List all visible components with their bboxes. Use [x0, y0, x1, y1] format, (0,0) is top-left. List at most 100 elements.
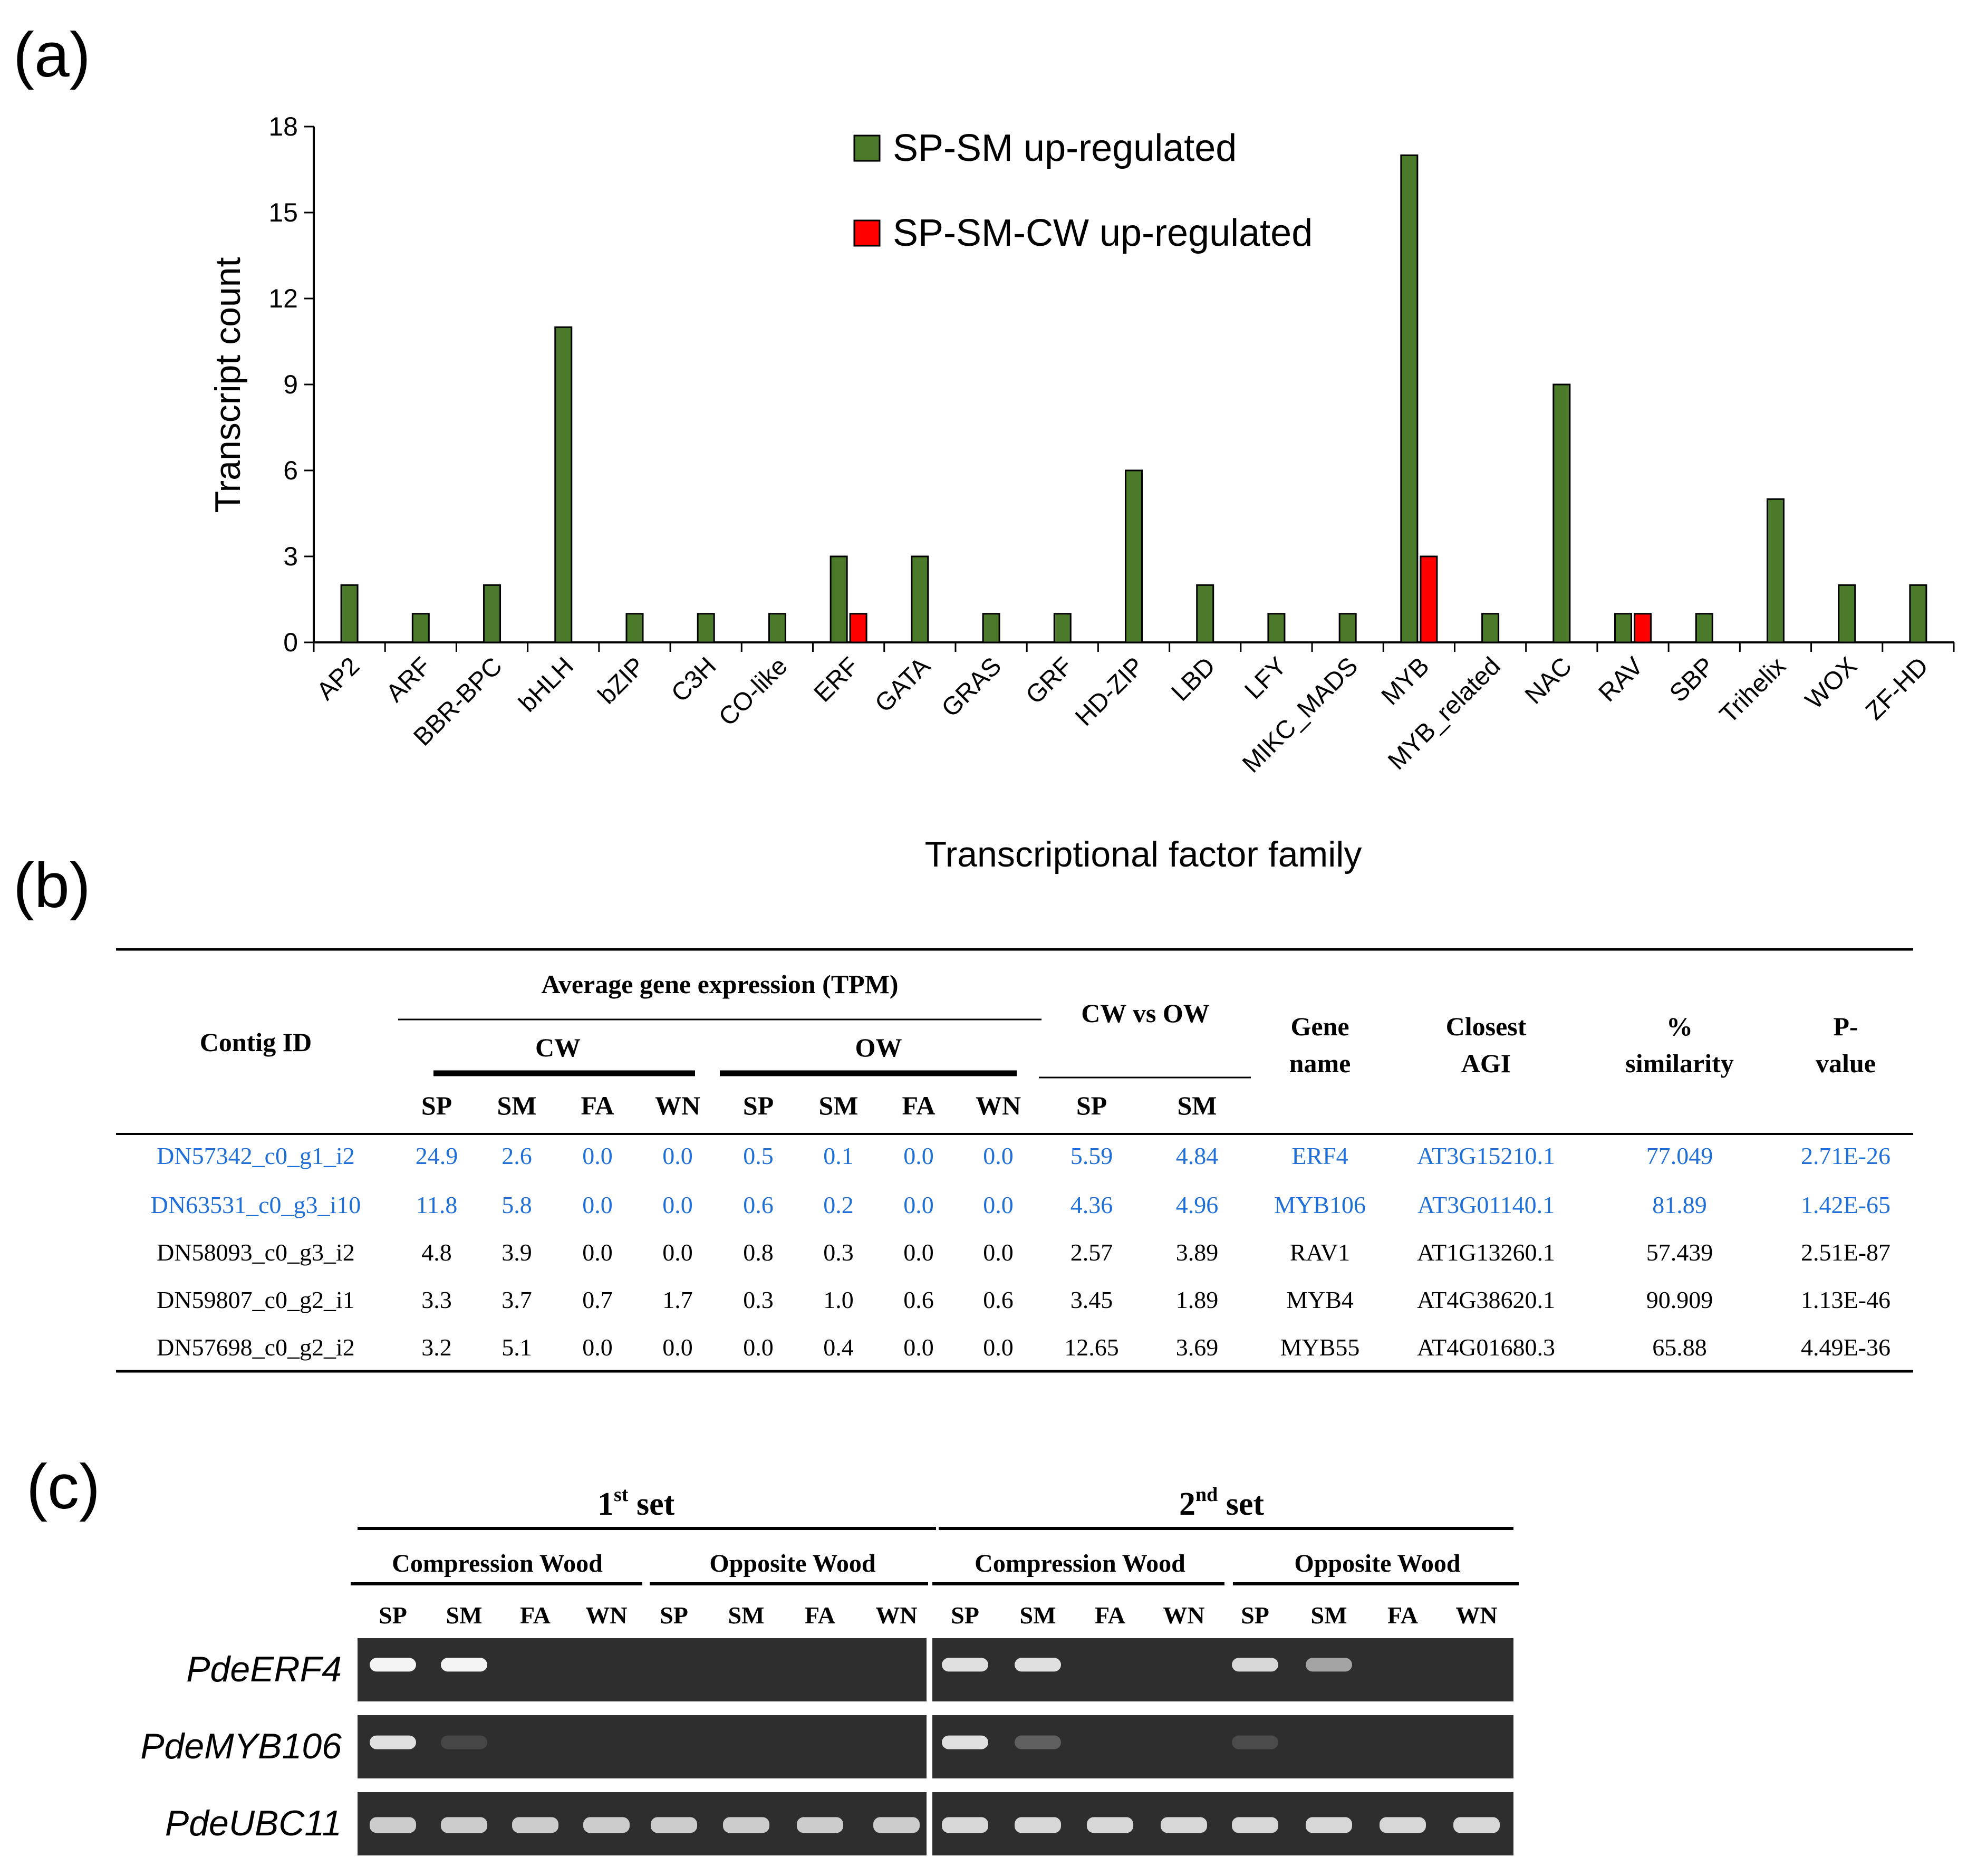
- sub-headers: SP SM FA WN SP SM FA WN SP SM: [421, 1091, 1217, 1120]
- table-cell: MYB4: [1286, 1286, 1354, 1313]
- gel-group-label: Compression Wood: [392, 1550, 603, 1577]
- header-gene-line2: name: [1289, 1048, 1351, 1078]
- bar-BBR-BPC-sp-sm: [483, 584, 502, 643]
- table-cell: 0.6: [743, 1191, 774, 1218]
- bar-WOX-sp-sm: [1838, 584, 1856, 643]
- table-cell: 0.0: [662, 1191, 693, 1218]
- gel-band: [370, 1658, 416, 1672]
- table-cell: 5.8: [502, 1191, 532, 1218]
- gel-band: [942, 1817, 988, 1833]
- table-cell: 0.7: [582, 1286, 613, 1313]
- table-cell: 0.0: [662, 1334, 693, 1361]
- table-cell: 3.45: [1071, 1286, 1113, 1313]
- table-cell: DN59807_c0_g2_i1: [157, 1286, 355, 1313]
- table-cell: 2.6: [502, 1142, 532, 1169]
- header-cw-vs-ow: CW vs OW: [1081, 998, 1210, 1028]
- table-cell: 77.049: [1646, 1142, 1713, 1169]
- table-cell: 0.8: [743, 1239, 774, 1266]
- table-cell: 0.2: [823, 1191, 854, 1218]
- bar-CO-like-sp-sm: [768, 613, 786, 643]
- table-cell: 0.6: [983, 1286, 1014, 1313]
- sub-header: SM: [819, 1091, 859, 1120]
- table-cell: 1.42E-65: [1801, 1191, 1891, 1218]
- header-average-expression: Average gene expression (TPM): [541, 969, 898, 999]
- table-cell: 3.89: [1176, 1239, 1219, 1266]
- legend-swatch-cw: [853, 219, 881, 247]
- table-cell: 2.51E-87: [1801, 1239, 1891, 1266]
- bar-bZIP-sp-sm: [625, 613, 644, 643]
- header-pvalue-line2: value: [1816, 1048, 1876, 1078]
- table-cell: 0.0: [903, 1142, 934, 1169]
- bar-MYB_related-sp-sm: [1481, 613, 1500, 643]
- bar-GATA-sp-sm: [911, 555, 929, 643]
- panel-b-label: (b): [13, 850, 91, 921]
- table-cell: 4.8: [421, 1239, 452, 1266]
- table-cell: 0.0: [662, 1239, 693, 1266]
- sub-header: SP: [421, 1091, 452, 1120]
- gel-band: [1232, 1658, 1278, 1672]
- gel-gene-label: PdeMYB106: [140, 1726, 342, 1766]
- table-cell: AT4G01680.3: [1417, 1334, 1555, 1361]
- bar-bHLH-sp-sm: [554, 326, 573, 643]
- table-row: DN59807_c0_g2_i1 3.3 3.7 0.7 1.7 0.3 1.0 0.6 0.6…: [157, 1286, 1891, 1313]
- gel-lane-block: [358, 1715, 927, 1778]
- bar-Trihelix-sp-sm: [1766, 498, 1785, 643]
- bar-ARF-sp-sm: [411, 613, 430, 643]
- table-cell: 0.0: [582, 1334, 613, 1361]
- bar-C3H-sp-sm: [697, 613, 715, 643]
- table-cell: 0.0: [582, 1239, 613, 1266]
- header-agi-line1: Closest: [1446, 1012, 1527, 1041]
- gel-lane-label: SM: [1020, 1602, 1056, 1629]
- table-cell: 0.0: [983, 1191, 1014, 1218]
- table-cell: MYB55: [1280, 1334, 1360, 1361]
- table-cell: 0.6: [903, 1286, 934, 1313]
- table-body: DN57342_c0_g1_i2 24.9 2.6 0.0 0.0 0.5 0.1 0.0 0.…: [151, 1142, 1891, 1361]
- sub-header: SM: [1178, 1091, 1217, 1120]
- table-cell: AT3G15210.1: [1417, 1142, 1555, 1169]
- bar-HD-ZIP-sp-sm: [1125, 469, 1143, 643]
- gel-row-PdeERF4: PdeERF4: [186, 1638, 1513, 1701]
- y-tick-label: 12: [268, 284, 298, 313]
- table-cell: RAV1: [1290, 1239, 1350, 1266]
- gel-gene-label: PdeUBC11: [165, 1803, 342, 1843]
- gel-band: [512, 1817, 558, 1833]
- header-cw: CW: [535, 1033, 581, 1062]
- header-similarity-line2: similarity: [1625, 1048, 1734, 1078]
- table-cell: MYB106: [1274, 1191, 1366, 1218]
- table-cell: 4.49E-36: [1801, 1334, 1891, 1361]
- y-tick-label: 9: [283, 370, 298, 399]
- table-cell: 0.0: [983, 1142, 1014, 1169]
- gel-row-PdeUBC11: PdeUBC11: [165, 1792, 1513, 1855]
- table-row: DN57342_c0_g1_i2 24.9 2.6 0.0 0.0 0.5 0.1 0.0 0.…: [157, 1142, 1891, 1169]
- table-row: DN58093_c0_g3_i2 4.8 3.9 0.0 0.0 0.8 0.3 0.0 0.0…: [157, 1239, 1891, 1266]
- gel-group-label: Opposite Wood: [709, 1550, 876, 1577]
- gel-lane-label: SP: [660, 1602, 688, 1629]
- table-cell: 4.36: [1071, 1191, 1113, 1218]
- gel-band: [1015, 1658, 1061, 1672]
- gel-lane-block: [932, 1715, 1513, 1778]
- gel-lane-label: SM: [728, 1602, 765, 1629]
- set-1-label: 1st set: [597, 1484, 675, 1522]
- table-cell: 0.0: [582, 1142, 613, 1169]
- sub-header: SP: [1076, 1091, 1107, 1120]
- gel-band: [1015, 1735, 1061, 1749]
- gel-band: [797, 1817, 843, 1833]
- table-cell: AT1G13260.1: [1417, 1239, 1555, 1266]
- bars: [340, 154, 1927, 643]
- y-tick-label: 0: [283, 628, 298, 657]
- gel-band: [583, 1817, 630, 1833]
- gel-group-label: Opposite Wood: [1294, 1550, 1461, 1577]
- bar-ERF-sp-sm: [830, 555, 848, 643]
- y-tick-label: 6: [283, 456, 298, 485]
- bar-MIKC_MADS-sp-sm: [1338, 613, 1357, 643]
- table-cell: 0.0: [903, 1191, 934, 1218]
- header-similarity-line1: %: [1666, 1012, 1693, 1041]
- gel-row-PdeMYB106: PdeMYB106: [140, 1715, 1513, 1778]
- gel-group-label: Compression Wood: [975, 1550, 1185, 1577]
- table-cell: 0.0: [983, 1334, 1014, 1361]
- gel-lane-label: FA: [1387, 1602, 1418, 1629]
- bar-LBD-sp-sm: [1196, 584, 1214, 643]
- gel-band: [441, 1658, 487, 1672]
- set-2-label: 2nd set: [1179, 1484, 1264, 1522]
